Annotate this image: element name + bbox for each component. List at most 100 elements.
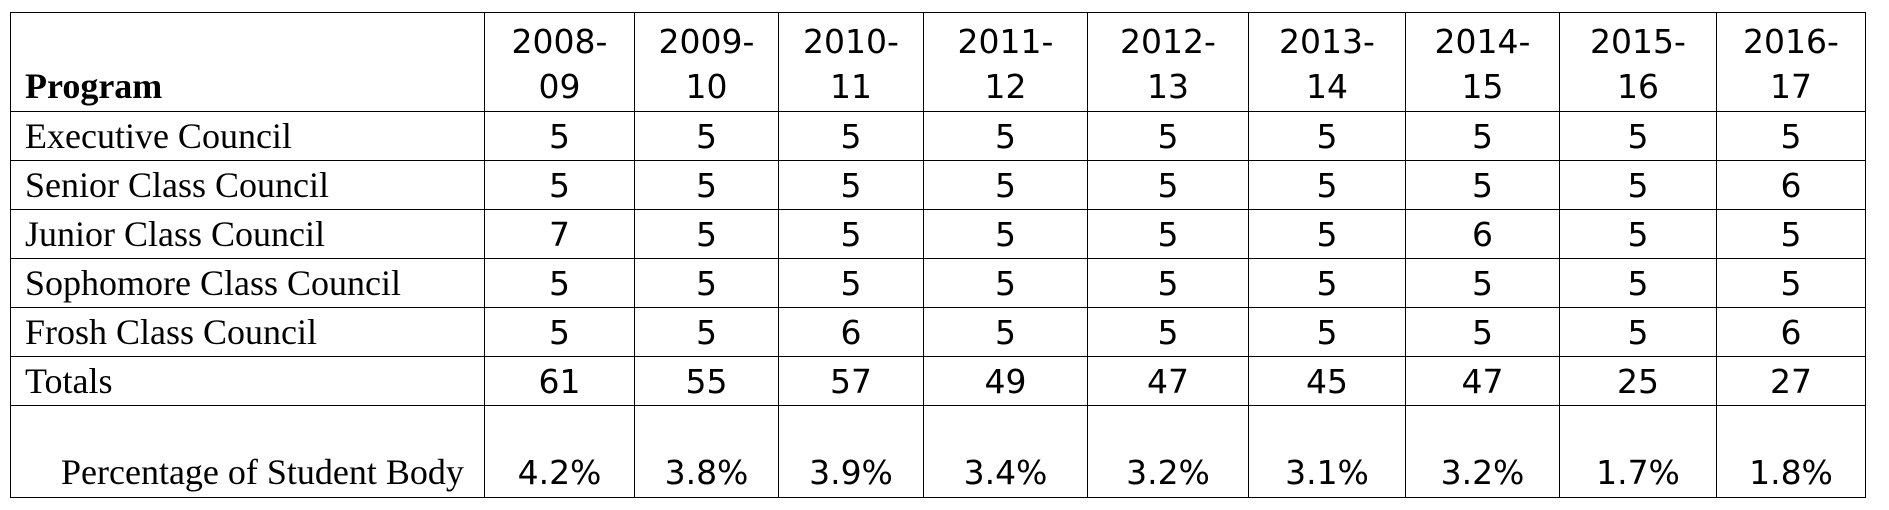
value-cell: 5 xyxy=(1248,111,1406,161)
value-cell: 5 xyxy=(1087,111,1249,161)
value-cell: 5 xyxy=(634,111,779,161)
value-cell: 6 xyxy=(778,307,924,357)
value-cell: 3.4% xyxy=(923,405,1088,498)
value-cell: 25 xyxy=(1559,356,1717,406)
year-label: 2010-11 xyxy=(803,22,899,106)
row-label-cell: Junior Class Council xyxy=(10,209,485,259)
header-row: Program 2008-09 2009-10 2010-11 2011-12 2012-… xyxy=(10,12,1866,112)
value-cell: 5 xyxy=(923,258,1088,308)
value-cell: 5 xyxy=(484,307,635,357)
table-row: Percentage of Student Body 4.2% 3.8% 3.9% 3.… xyxy=(10,405,1866,498)
year-label: 2009-10 xyxy=(658,22,755,106)
value-cell: 5 xyxy=(1248,258,1406,308)
value-cell: 3.2% xyxy=(1087,405,1249,498)
table-row: Junior Class Council 7 5 5 5 5 5 6 5 5 xyxy=(10,209,1866,259)
value-cell: 5 xyxy=(634,307,779,357)
value-cell: 5 xyxy=(1559,258,1717,308)
value-cell: 5 xyxy=(778,111,924,161)
value-cell: 5 xyxy=(1405,160,1560,210)
value-cell: 5 xyxy=(484,160,635,210)
year-label: 2014-15 xyxy=(1434,22,1531,106)
value-cell: 5 xyxy=(1559,209,1717,259)
header-cell: 2015-16 xyxy=(1559,12,1717,112)
header-cell: 2009-10 xyxy=(634,12,779,112)
value-cell: 5 xyxy=(484,258,635,308)
value-cell: 3.2% xyxy=(1405,405,1560,498)
year-label: 2011-12 xyxy=(957,22,1054,106)
row-label-cell: Frosh Class Council xyxy=(10,307,485,357)
value-cell: 49 xyxy=(923,356,1088,406)
row-label-cell: Senior Class Council xyxy=(10,160,485,210)
value-cell: 5 xyxy=(1716,209,1866,259)
value-cell: 5 xyxy=(1716,111,1866,161)
value-cell: 5 xyxy=(1405,307,1560,357)
row-label: Sophomore Class Council xyxy=(25,262,401,303)
row-label-cell: Percentage of Student Body xyxy=(10,405,485,498)
value-cell: 5 xyxy=(1559,307,1717,357)
value-cell: 45 xyxy=(1248,356,1406,406)
table-row: Sophomore Class Council 5 5 5 5 5 5 5 5 5 xyxy=(10,258,1866,308)
value-cell: 5 xyxy=(1248,160,1406,210)
header-cell: 2010-11 xyxy=(778,12,924,112)
header-cell: Program xyxy=(10,12,485,112)
value-cell: 5 xyxy=(1405,258,1560,308)
value-cell: 5 xyxy=(923,111,1088,161)
value-cell: 3.1% xyxy=(1248,405,1406,498)
header-cell: 2016-17 xyxy=(1716,12,1866,112)
header-cell: 2008-09 xyxy=(484,12,635,112)
year-label: 2015-16 xyxy=(1590,22,1686,106)
header-cell: 2012-13 xyxy=(1087,12,1249,112)
table-row: Totals 61 55 57 49 47 45 47 25 27 xyxy=(10,356,1866,406)
table-row: Executive Council 5 5 5 5 5 5 5 5 5 xyxy=(10,111,1866,161)
value-cell: 5 xyxy=(1248,307,1406,357)
value-cell: 5 xyxy=(923,160,1088,210)
row-label-cell: Sophomore Class Council xyxy=(10,258,485,308)
row-label: Percentage of Student Body xyxy=(61,452,464,492)
value-cell: 5 xyxy=(484,111,635,161)
year-label: 2016-17 xyxy=(1743,22,1839,106)
value-cell: 6 xyxy=(1405,209,1560,259)
row-label: Frosh Class Council xyxy=(25,311,318,352)
value-cell: 47 xyxy=(1405,356,1560,406)
year-label: 2013-14 xyxy=(1279,22,1375,106)
value-cell: 5 xyxy=(1087,209,1249,259)
value-cell: 3.9% xyxy=(778,405,924,498)
value-cell: 47 xyxy=(1087,356,1249,406)
value-cell: 5 xyxy=(778,160,924,210)
value-cell: 5 xyxy=(1087,307,1249,357)
value-cell: 6 xyxy=(1716,307,1866,357)
table-row: Frosh Class Council 5 5 6 5 5 5 5 5 6 xyxy=(10,307,1866,357)
value-cell: 5 xyxy=(923,209,1088,259)
value-cell: 5 xyxy=(1087,258,1249,308)
value-cell: 57 xyxy=(778,356,924,406)
row-label: Executive Council xyxy=(25,115,292,156)
value-cell: 5 xyxy=(1405,111,1560,161)
value-cell: 27 xyxy=(1716,356,1866,406)
value-cell: 5 xyxy=(1559,160,1717,210)
value-cell: 7 xyxy=(484,209,635,259)
value-cell: 5 xyxy=(1248,209,1406,259)
value-cell: 5 xyxy=(634,258,779,308)
row-label-cell: Totals xyxy=(10,356,485,406)
value-cell: 1.8% xyxy=(1716,405,1866,498)
year-label: 2008-09 xyxy=(511,22,608,106)
value-cell: 55 xyxy=(634,356,779,406)
table-row: Senior Class Council 5 5 5 5 5 5 5 5 6 xyxy=(10,160,1866,210)
value-cell: 1.7% xyxy=(1559,405,1717,498)
value-cell: 3.8% xyxy=(634,405,779,498)
value-cell: 5 xyxy=(778,209,924,259)
value-cell: 5 xyxy=(1716,258,1866,308)
data-table: Program 2008-09 2009-10 2010-11 2011-12 2012-… xyxy=(10,12,1866,498)
row-label: Senior Class Council xyxy=(25,164,329,205)
value-cell: 5 xyxy=(1559,111,1717,161)
year-label: 2012-13 xyxy=(1120,22,1216,106)
value-cell: 5 xyxy=(923,307,1088,357)
value-cell: 61 xyxy=(484,356,635,406)
value-cell: 5 xyxy=(778,258,924,308)
header-cell: 2013-14 xyxy=(1248,12,1406,112)
row-label: Totals xyxy=(25,360,113,401)
row-label-cell: Executive Council xyxy=(10,111,485,161)
value-cell: 5 xyxy=(634,209,779,259)
value-cell: 6 xyxy=(1716,160,1866,210)
